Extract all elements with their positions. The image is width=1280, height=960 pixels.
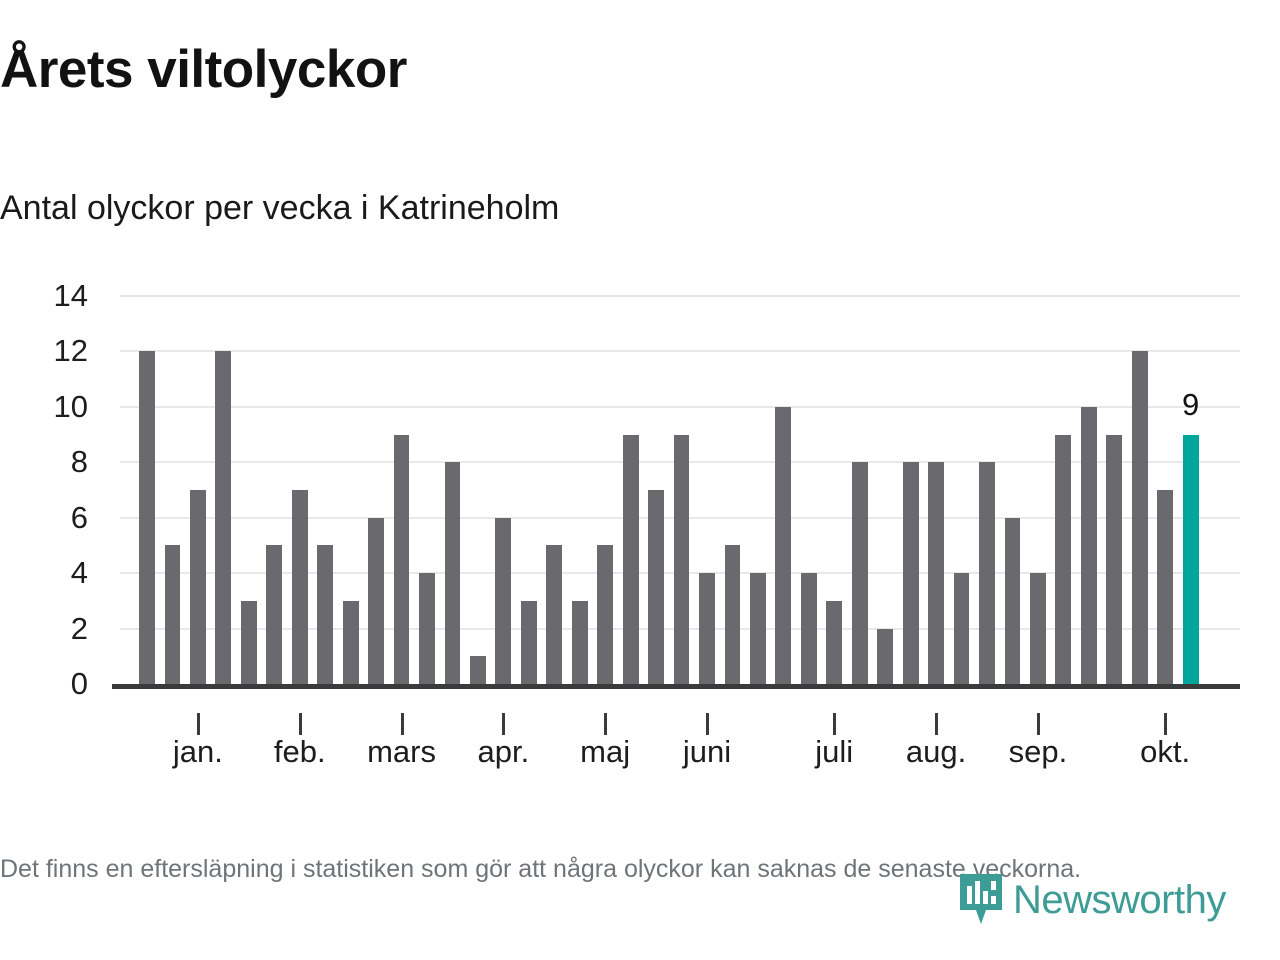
y-tick-label: 0 bbox=[70, 666, 88, 701]
bar[interactable] bbox=[1080, 406, 1097, 684]
bar[interactable] bbox=[597, 545, 614, 684]
y-tick-label: 12 bbox=[53, 333, 88, 369]
bar[interactable] bbox=[1182, 434, 1199, 684]
x-axis-line bbox=[112, 684, 1240, 689]
x-tick-mark bbox=[935, 713, 939, 735]
newsworthy-logo: Newsworthy bbox=[958, 872, 1226, 928]
x-tick-label: okt. bbox=[1140, 734, 1191, 769]
bar[interactable] bbox=[622, 434, 639, 684]
gridline-10 bbox=[120, 405, 1240, 408]
bar[interactable] bbox=[750, 573, 766, 684]
x-tick-label: apr. bbox=[477, 734, 530, 769]
bar[interactable] bbox=[291, 490, 308, 684]
bar[interactable] bbox=[1106, 434, 1123, 684]
page-title: Årets viltolyckor bbox=[0, 40, 407, 99]
bar[interactable] bbox=[724, 545, 741, 684]
bar[interactable] bbox=[393, 434, 410, 684]
x-tick-label: aug. bbox=[905, 734, 967, 769]
bar[interactable] bbox=[317, 545, 334, 684]
bar[interactable] bbox=[800, 573, 817, 684]
y-tick-label: 8 bbox=[70, 444, 88, 480]
bar[interactable] bbox=[190, 490, 206, 684]
bar[interactable] bbox=[470, 656, 486, 684]
bar-chart: 0 2 4 6 8 10 12 14 9 jan. feb. mars apr. maj juni jul… bbox=[0, 272, 1280, 772]
y-tick-label: 14 bbox=[53, 278, 88, 313]
bar[interactable] bbox=[699, 573, 715, 684]
x-tick-mark bbox=[400, 713, 404, 735]
bar[interactable] bbox=[342, 600, 359, 684]
newsworthy-barchart-bubble-icon bbox=[960, 874, 1002, 924]
gridline-12 bbox=[120, 350, 1240, 353]
bar-value-label: 9 bbox=[1181, 386, 1200, 422]
chart-subtitle: Antal olyckor per vecka i Katrineholm bbox=[0, 189, 560, 227]
x-tick-label: feb. bbox=[273, 734, 326, 769]
bar-series: 9 bbox=[120, 296, 1240, 684]
bar[interactable] bbox=[1055, 434, 1072, 684]
bar[interactable] bbox=[1157, 490, 1174, 684]
x-tick-label: mars bbox=[367, 734, 436, 769]
bar[interactable] bbox=[368, 517, 384, 684]
x-tick-mark bbox=[705, 713, 709, 735]
x-tick-label: jan. bbox=[172, 734, 223, 769]
x-tick-label: maj bbox=[580, 734, 631, 769]
logo-wordmark: Newsworthy bbox=[1013, 878, 1226, 922]
bar[interactable] bbox=[1030, 573, 1046, 684]
x-tick-label: juli bbox=[815, 734, 854, 769]
bar[interactable] bbox=[419, 573, 435, 684]
bar[interactable] bbox=[520, 600, 537, 684]
x-tick-mark bbox=[1164, 713, 1168, 735]
bar[interactable] bbox=[877, 628, 894, 684]
x-tick-mark bbox=[298, 713, 302, 735]
bar[interactable] bbox=[775, 406, 792, 684]
y-tick-label: 6 bbox=[70, 499, 88, 535]
bar[interactable] bbox=[164, 545, 181, 684]
x-tick-mark bbox=[502, 713, 506, 735]
bar[interactable] bbox=[546, 545, 563, 684]
x-tick-mark bbox=[604, 713, 608, 735]
y-tick-label: 4 bbox=[70, 555, 88, 591]
bar[interactable] bbox=[826, 600, 843, 684]
bar[interactable] bbox=[240, 600, 257, 684]
bar[interactable] bbox=[444, 462, 461, 684]
bar[interactable] bbox=[851, 462, 868, 684]
bar[interactable] bbox=[648, 490, 664, 684]
x-tick-mark bbox=[833, 713, 837, 735]
x-tick-label: juni bbox=[682, 734, 732, 769]
bar[interactable] bbox=[215, 351, 232, 684]
x-tick-label: sep. bbox=[1008, 734, 1068, 769]
y-tick-label: 10 bbox=[53, 388, 88, 424]
bar[interactable] bbox=[902, 462, 919, 684]
chart-footnote: Det finns en eftersläpning i statistiken… bbox=[0, 855, 1082, 883]
x-tick-mark bbox=[1036, 713, 1040, 735]
bar[interactable] bbox=[139, 351, 155, 684]
bar[interactable] bbox=[928, 462, 944, 684]
bar[interactable] bbox=[979, 462, 995, 684]
plot-area: 0 2 4 6 8 10 12 14 9 jan. feb. mars apr. maj juni jul… bbox=[54, 278, 1240, 769]
bar[interactable] bbox=[495, 517, 512, 684]
bar[interactable] bbox=[571, 600, 588, 684]
gridline-14 bbox=[120, 295, 1240, 297]
x-tick-mark bbox=[196, 713, 200, 735]
bar[interactable] bbox=[266, 545, 283, 684]
bar[interactable] bbox=[673, 434, 690, 684]
y-tick-label: 2 bbox=[70, 610, 88, 646]
bar[interactable] bbox=[1131, 351, 1148, 684]
bar[interactable] bbox=[1004, 517, 1021, 684]
bar[interactable] bbox=[953, 573, 970, 684]
